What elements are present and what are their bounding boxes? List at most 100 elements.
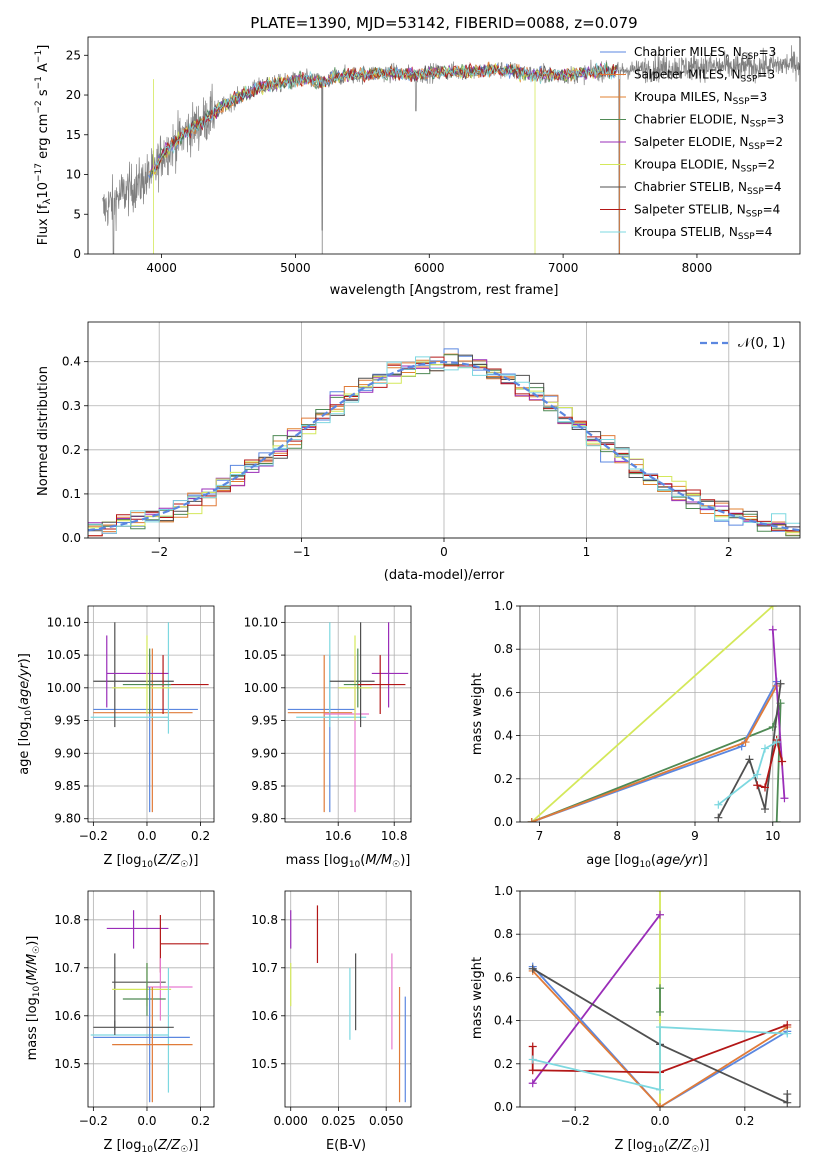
weight-marker [656,910,664,919]
mass-vs-Z-xlabel: Z [log10(Z/Z☉)] [104,1138,199,1155]
age_vs_Z-axes: −0.2 0.0 0.2 9.80 9.85 9.90 9.95 10.00 10.05 10.1… [47,605,215,843]
legend-label: Chabrier MILES, NSSP=3 [634,45,776,62]
histogram-ylabel: Normed distribution [36,366,51,496]
weight-marker [780,794,789,803]
weight-marker [768,625,777,634]
x-tick-label: −0.2 [79,1114,108,1128]
weight-marker [656,1007,664,1016]
mass-vs-Z-panel: −0.2 0.0 0.2 10.5 10.6 10.7 10.8 Z [log10(Z/Z☉… [25,890,215,1155]
weight-marker [528,1079,537,1088]
y-tick-label: 10.00 [47,681,81,695]
weight-line-salpeter_stelib [756,739,783,789]
weight-line-kroupa_stelib [717,741,778,806]
legend-label: Kroupa ELODIE, NSSP=2 [634,158,775,175]
y-tick-label: 10.05 [244,648,278,662]
x-tick-label: 7000 [548,261,579,275]
mass_vs_Z-axes: −0.2 0.0 0.2 10.5 10.6 10.7 10.8 [54,890,215,1128]
mass-vs-Z-plot: −0.2 0.0 0.2 10.5 10.6 10.7 10.8 [54,890,215,1128]
y-tick-label: 9.90 [251,746,278,760]
weight-marker [783,1098,792,1107]
x-tick-label: 0.025 [321,1114,355,1128]
weight-marker [656,1085,664,1094]
y-tick-label: 10.8 [251,913,278,927]
y-tick-label: 0.1 [62,487,81,501]
histogram-kroupa_stelib [88,356,800,538]
weight-line-chabrier_stelib [532,968,789,1105]
y-tick-label: 0.8 [494,642,513,656]
y-tick-label: 10.7 [251,961,278,975]
age-vs-Z-xlabel: Z [log10(Z/Z☉)] [104,853,199,870]
mass-vs-ebv-plot: 0.000 0.025 0.050 10.5 10.6 10.7 10.8 [251,890,412,1128]
x-tick-label: 6000 [414,261,445,275]
weight-marker [783,1020,792,1029]
y-tick-label: 10.05 [47,648,81,662]
x-tick-label: 7 [536,829,544,843]
weight-marker [714,813,723,822]
mass_vs_ebv-frame [284,890,412,1108]
weight-marker [761,783,769,792]
weight-vs-age-panel: 7 8 9 10 0.0 0.2 0.4 0.6 0.8 1.0 age [log10(age/y… [470,599,801,870]
x-tick-label: 0.0 [137,829,156,843]
y-tick-label: 0.0 [494,815,513,829]
weight-marker [768,606,777,610]
age_vs_Z-data [90,622,209,813]
y-tick-label: 10.5 [54,1057,81,1071]
spectrum-title: PLATE=1390, MJD=53142, FIBERID=0088, z=0… [250,14,637,32]
mass-vs-ebv-panel: 0.000 0.025 0.050 10.5 10.6 10.7 10.8 E(B-V) [251,890,412,1153]
weight-marker [772,818,781,822]
y-tick-label: 0.0 [62,531,81,545]
x-tick-label: 2 [725,545,733,559]
weight_vs_age-data [527,606,789,822]
y-tick-label: 1.0 [494,884,513,898]
weight_vs_age-axes: 7 8 9 10 0.0 0.2 0.4 0.6 0.8 1.0 [494,599,801,843]
x-tick-label: 10.8 [381,829,408,843]
x-tick-label: −0.2 [79,829,108,843]
x-tick-label: 0.0 [137,1114,156,1128]
weight-line-salpeter_miles [532,970,788,1107]
y-tick-label: 10.10 [244,615,278,629]
y-tick-label: 0.4 [494,729,513,743]
weight_vs_Z-data [528,891,792,1107]
y-tick-label: 9.80 [251,812,278,826]
age-vs-mass-panel: 10.6 10.89.809.859.909.9510.0010.0510.10 … [244,605,412,870]
y-tick-label: 10.8 [54,913,81,927]
spectrum-plot: 4000 5000 6000 7000 8000 0 5 10 15 20 25 Chabrier M… [66,36,801,275]
weight-marker [656,1103,664,1107]
weight-marker [528,1066,537,1075]
mass-vs-Z-ylabel: mass [log10(M/M☉)] [25,936,42,1061]
x-tick-label: 8 [613,829,621,843]
weight-vs-Z-ylabel: mass weight [470,957,485,1039]
spectrum-legend: Chabrier MILES, NSSP=3 Salpeter MILES, NS… [600,45,784,242]
weight_vs_Z-axes: −0.2 0.0 0.2 0.0 0.2 0.4 0.6 0.8 1.0 [494,884,801,1128]
x-tick-label: 0.0 [650,1114,669,1128]
x-tick-label: 8000 [682,261,713,275]
weight-marker [778,757,787,766]
y-tick-label: 10.00 [244,681,278,695]
y-tick-label: 0 [73,247,81,261]
model-spectrum-kroupa_stelib [153,62,617,172]
histogram-plot: −2 −1 0 1 2 0.0 0.1 0.2 0.3 0.4 𝒩(0, 1) [62,321,801,559]
mass_vs_Z-frame [87,890,215,1108]
y-tick-label: 10.7 [54,961,81,975]
y-tick-label: 9.85 [251,779,278,793]
x-tick-label: −2 [150,545,168,559]
y-tick-label: 9.90 [54,746,81,760]
y-tick-label: 9.80 [54,812,81,826]
y-tick-label: 0.4 [494,1014,513,1028]
spectrum-panel: PLATE=1390, MJD=53142, FIBERID=0088, z=0… [34,14,801,298]
weight-marker [714,800,723,809]
mass_vs_ebv-axes: 0.000 0.025 0.050 10.5 10.6 10.7 10.8 [251,890,412,1128]
y-tick-label: 9.85 [54,779,81,793]
x-tick-label: 0 [440,545,448,559]
legend-label: Salpeter STELIB, NSSP=4 [634,203,780,220]
weight-line-chabrier_elodie [531,702,782,822]
spectrum-data [102,45,800,254]
weight-vs-Z-xlabel: Z [log10(Z/Z☉)] [615,1138,710,1155]
histogram-legend: 𝒩(0, 1) [700,336,785,351]
age-vs-Z-panel: −0.2 0.0 0.2 9.80 9.85 9.90 9.95 10.00 10.05 10.1… [17,605,215,870]
y-tick-label: 9.95 [251,714,278,728]
y-tick-label: 10.5 [251,1057,278,1071]
y-tick-label: 9.95 [54,714,81,728]
legend-label: Chabrier ELODIE, NSSP=3 [634,113,784,130]
